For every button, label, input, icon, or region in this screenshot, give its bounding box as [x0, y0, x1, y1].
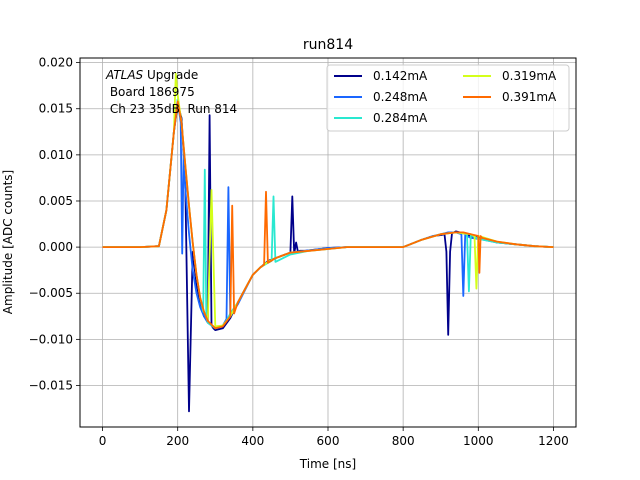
y-tick-label: −0.005	[29, 286, 73, 300]
atlas-annotation: ATLAS Upgrade Board 186975 Ch 23 35dB Ru…	[105, 68, 237, 116]
annotation-line-1: ATLAS Upgrade	[105, 68, 198, 82]
x-tick-label: 0	[99, 434, 107, 448]
x-tick-label: 200	[166, 434, 189, 448]
y-tick-label: 0.020	[39, 56, 73, 70]
x-tick-label: 600	[317, 434, 340, 448]
y-tick-label: 0.010	[39, 148, 73, 162]
legend-box	[326, 64, 570, 132]
y-axis-label: Amplitude [ADC counts]	[1, 170, 15, 314]
annotation-line-3: Ch 23 35dB Run 814	[106, 102, 237, 116]
x-tick-label: 400	[241, 434, 264, 448]
legend-entry: 0.319mA	[502, 69, 557, 83]
y-tick-label: −0.015	[29, 378, 73, 392]
x-tick-label: 1000	[463, 434, 494, 448]
annotation-line-2: Board 186975	[106, 85, 195, 99]
legend-entry: 0.142mA	[373, 69, 428, 83]
x-tick-label: 800	[392, 434, 415, 448]
y-tick-label: 0.015	[39, 102, 73, 116]
x-axis-label: Time [ns]	[299, 457, 356, 471]
legend: 0.142mA 0.248mA 0.284mA 0.319mA 0.391mA	[326, 64, 570, 132]
legend-entry: 0.248mA	[373, 90, 428, 104]
series-line-0.142mA	[102, 103, 554, 413]
annotation-upgrade: Upgrade	[143, 68, 198, 82]
y-tick-label: −0.010	[29, 332, 73, 346]
y-axis-ticks: −0.015 −0.010 −0.005 0.000 0.005 0.010 0.015 0.…	[29, 56, 80, 392]
legend-entry: 0.284mA	[373, 111, 428, 125]
y-tick-label: 0.005	[39, 194, 73, 208]
atlas-label: ATLAS	[105, 68, 144, 82]
series-layer	[102, 72, 554, 413]
y-tick-label: 0.000	[39, 240, 73, 254]
legend-entry: 0.391mA	[502, 90, 557, 104]
chart-title: run814	[303, 37, 353, 53]
x-tick-label: 1200	[538, 434, 569, 448]
plot-area	[102, 72, 554, 413]
x-axis-ticks: 0 200 400 600 800 1000 1200	[99, 427, 569, 448]
series-line-0.391mA	[102, 100, 554, 330]
